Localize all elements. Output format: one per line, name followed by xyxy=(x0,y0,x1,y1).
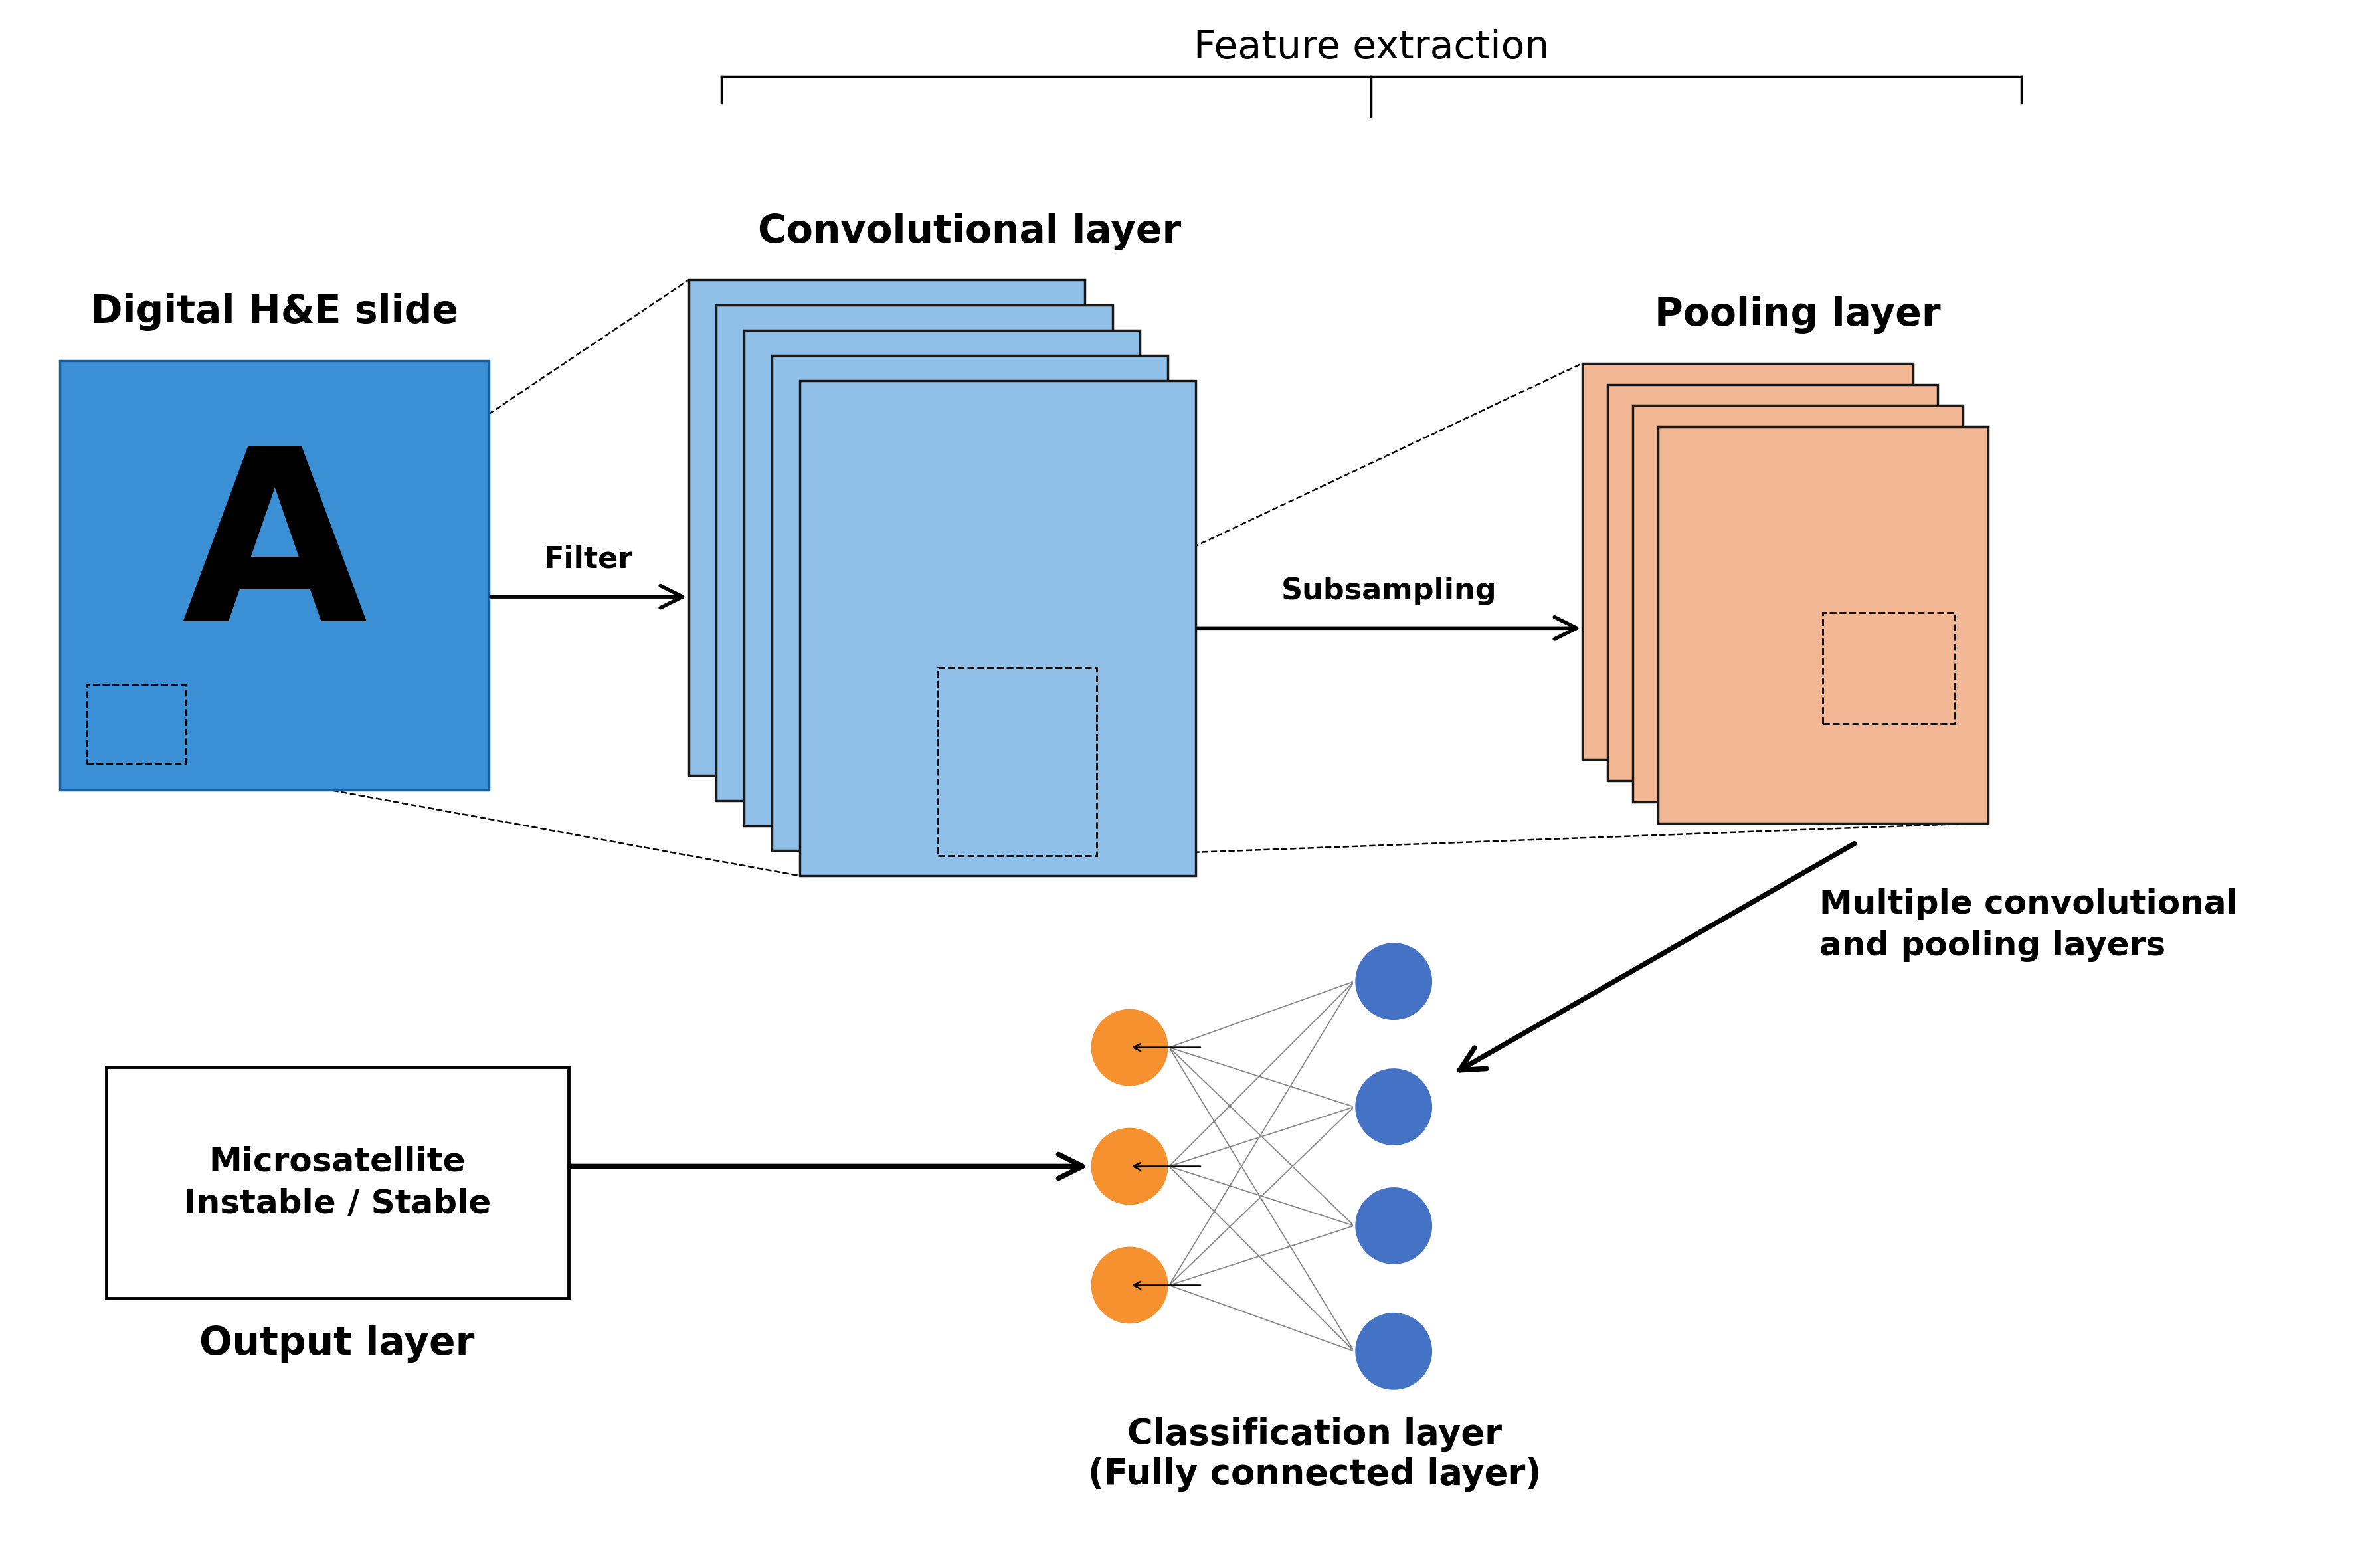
Text: Subsampling: Subsampling xyxy=(1280,577,1497,605)
Bar xyxy=(1633,406,1963,802)
Bar xyxy=(745,329,1140,825)
Text: Digital H&E slide: Digital H&E slide xyxy=(90,294,459,331)
Bar xyxy=(60,361,488,789)
Text: Feature extraction: Feature extraction xyxy=(1192,30,1549,67)
Circle shape xyxy=(1090,1246,1169,1326)
Circle shape xyxy=(1354,1068,1433,1147)
Bar xyxy=(1606,384,1937,780)
Text: Multiple convolutional
and pooling layers: Multiple convolutional and pooling layer… xyxy=(1821,889,2237,962)
Bar xyxy=(1823,612,1954,724)
Text: Pooling layer: Pooling layer xyxy=(1654,295,1940,334)
Text: Convolutional layer: Convolutional layer xyxy=(759,213,1180,250)
Bar xyxy=(86,684,186,763)
Bar xyxy=(688,280,1085,775)
Text: Microsatellite
Instable / Stable: Microsatellite Instable / Stable xyxy=(183,1145,490,1220)
Bar xyxy=(1659,427,1987,824)
Circle shape xyxy=(1354,942,1433,1021)
Bar xyxy=(1583,364,1914,760)
Text: Classification layer
(Fully connected layer): Classification layer (Fully connected la… xyxy=(1088,1417,1542,1492)
Circle shape xyxy=(1354,1186,1433,1265)
Text: A: A xyxy=(181,440,367,671)
Text: Output layer: Output layer xyxy=(200,1326,476,1363)
Circle shape xyxy=(1090,1127,1169,1206)
Circle shape xyxy=(1354,1312,1433,1391)
Text: Filter: Filter xyxy=(545,545,633,573)
Bar xyxy=(800,381,1195,876)
Circle shape xyxy=(1090,1009,1169,1088)
Bar xyxy=(107,1068,569,1299)
Bar xyxy=(716,305,1111,800)
Bar xyxy=(938,668,1097,856)
Bar xyxy=(771,356,1169,850)
